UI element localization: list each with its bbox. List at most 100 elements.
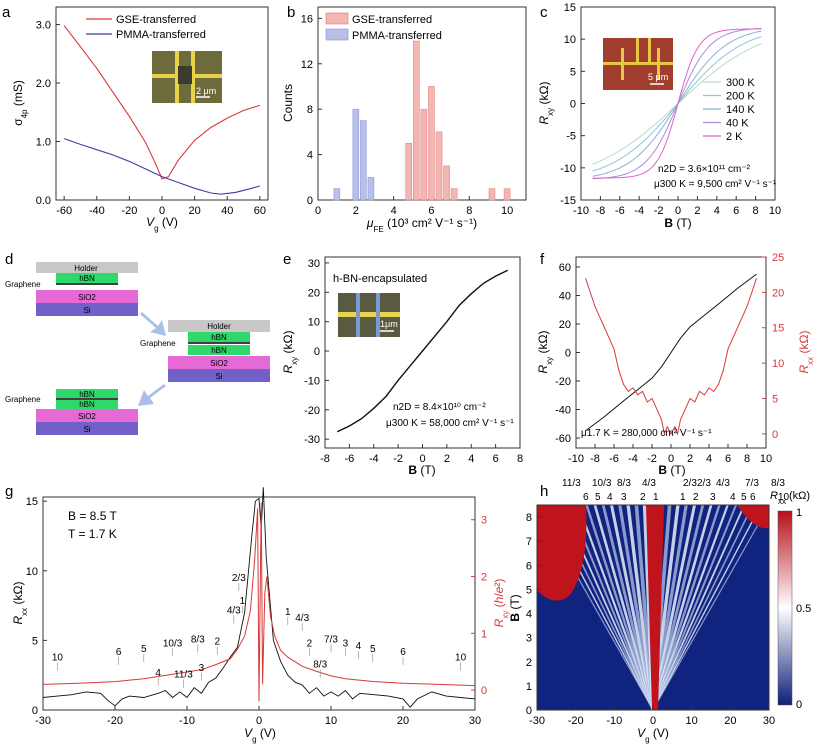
legend-a-pmma: PMMA-transferred	[116, 29, 206, 41]
series-line-2 K	[592, 28, 762, 179]
y2tick-label: 15	[772, 323, 784, 335]
ytick-label: -60	[555, 433, 571, 445]
xtick-label: 2	[444, 453, 450, 465]
series-line-PMMA-transferred	[64, 138, 260, 195]
ticks-a: -60 -40 -20 0 20 40 60 0.0 1.0 2.0 3.0	[36, 20, 266, 217]
panel-letter-g: g	[5, 483, 13, 500]
ytick-label: -10	[304, 375, 320, 387]
plateau-label: 2	[214, 637, 220, 648]
ytick-label: 3	[526, 633, 532, 645]
heatmap-red-center	[646, 505, 664, 710]
plateau-label: 6	[116, 647, 122, 658]
inset-scale-c: 5 μm	[648, 72, 668, 82]
ylabel-e: Rxy (kΩ)	[281, 331, 299, 374]
ytick-label: -30	[304, 434, 320, 446]
top-label-row2: 6	[583, 492, 589, 503]
panel-d: d Holder hBN Graphene SiO2 Si Holder hBN…	[5, 251, 270, 435]
top-label-row2: 1	[680, 492, 686, 503]
series-line-rxy	[336, 269, 509, 433]
ytick-label: 0	[526, 705, 532, 717]
annot-g-b: B = 8.5 T	[68, 509, 117, 523]
ylabel-a: σ4p (mS)	[11, 80, 29, 126]
plateau-label: 10	[52, 653, 64, 664]
stack1-holder: Holder	[74, 264, 98, 273]
y2label-g: Rxy (h/e²)	[492, 579, 510, 628]
bar	[333, 188, 341, 201]
plateau-label: 1	[285, 607, 291, 618]
stack1-sio2: SiO2	[78, 293, 96, 302]
xtick-label: -20	[568, 715, 584, 727]
fan-line	[652, 504, 754, 711]
xtick-label: 0	[315, 205, 321, 217]
series-line-rxy	[585, 273, 757, 432]
ticks-h: -30 -20 -10 0 10 20 30 0 1 2 3 4 5 6 7 8	[526, 512, 775, 727]
fan-line	[652, 504, 770, 711]
stack2-hbn1: hBN	[211, 333, 227, 342]
panel-b: b 0 2 4 6 8 10 0 4 8 12 16 Counts μFE (10³ cm² V⁻¹…	[281, 4, 527, 234]
ytick-label: 0	[570, 99, 576, 111]
bar	[435, 131, 443, 201]
y2tick-label: 3	[481, 515, 487, 527]
series-g	[42, 487, 476, 708]
ytick-label: 15	[564, 2, 576, 14]
ytick-label: 10	[26, 566, 38, 578]
stack2-si: Si	[215, 372, 222, 381]
annot-g-t: T = 1.7 K	[68, 527, 117, 541]
ytick-label: 2.0	[36, 78, 51, 90]
panel-letter-f: f	[540, 251, 545, 268]
xtick-label: -60	[56, 205, 72, 217]
colorbar-tick-05: 0.5	[796, 603, 811, 615]
xtick-label: 20	[188, 205, 200, 217]
xtick-label: 0	[159, 205, 165, 217]
annot-c-mu: μ300 K = 9,500 cm² V⁻¹ s⁻¹	[654, 179, 777, 190]
ytick-label: 0.0	[36, 195, 51, 207]
xtick-label: 20	[724, 715, 736, 727]
xlabel-h: Vg (V)	[637, 726, 669, 744]
legend-c-label: 300 K	[726, 77, 755, 89]
plateau-label: 1	[240, 596, 246, 607]
xtick-label: 40	[221, 205, 233, 217]
ytick-label: 0	[307, 195, 313, 207]
xtick-label: 2	[687, 453, 693, 465]
ytick-label: 10	[564, 34, 576, 46]
ytick-label: 5	[570, 66, 576, 78]
xtick-label: -10	[606, 715, 622, 727]
inset-scale-a: 2 μm	[196, 86, 216, 96]
stack3-si: Si	[83, 425, 90, 434]
ytick-label: 3.0	[36, 20, 51, 32]
panel-letter-a: a	[2, 4, 11, 21]
xlabel-b: μFE (10³ cm² V⁻¹ s⁻¹)	[366, 216, 477, 234]
bar	[450, 188, 458, 201]
xtick-label: 10	[501, 205, 513, 217]
inset-image-a: 2 μm	[152, 51, 222, 103]
xtick-label: 2	[353, 205, 359, 217]
top-label-row2: 2	[693, 492, 699, 503]
xtick-label: -2	[647, 453, 657, 465]
stack2-sio2: SiO2	[210, 359, 228, 368]
annot-e-n2d: n2D = 8.4×10¹⁰ cm⁻²	[393, 402, 486, 413]
xtick-label: 10	[760, 453, 772, 465]
xtick-label: 6	[428, 205, 434, 217]
top-label-row2: 4	[607, 492, 613, 503]
chart-title-e: h-BN-encapsulated	[333, 273, 427, 285]
ytick-label: 16	[301, 13, 313, 25]
xtick-label: 60	[254, 205, 266, 217]
series-line-rxy	[42, 502, 476, 702]
xlabel-f: B (T)	[658, 463, 685, 477]
ytick-label: 8	[307, 104, 313, 116]
xtick-label: -4	[628, 453, 638, 465]
plateau-label: 2	[307, 638, 313, 649]
bar	[352, 108, 360, 201]
plateau-label: 11/3	[174, 670, 193, 681]
legend-b: GSE-transferred PMMA-transferred	[325, 12, 442, 42]
xtick-label: 10	[686, 715, 698, 727]
xtick-label: 6	[733, 205, 739, 217]
series-line-rxx	[585, 278, 757, 436]
xtick-label: 0	[668, 453, 674, 465]
xtick-label: -2	[393, 453, 403, 465]
ytick-label: -15	[560, 195, 576, 207]
